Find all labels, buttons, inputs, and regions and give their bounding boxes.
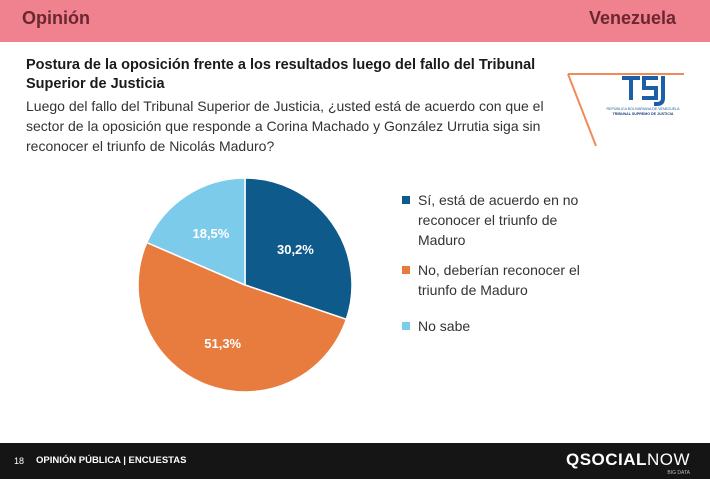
pie-label-dont-know: 18,5% (192, 226, 229, 241)
footer-bar: 18 OPINIÓN PÚBLICA | ENCUESTAS QSOCIALNO… (0, 443, 710, 479)
pie-slice-yes (244, 177, 353, 321)
pie-label-no: 51,3% (204, 336, 241, 351)
legend-item-no: No, deberían reconocer el triunfo de Mad… (402, 260, 602, 300)
legend-label-dont-know: No sabe (418, 318, 471, 334)
pie-label-yes: 30,2% (277, 242, 314, 257)
legend-label-yes: Sí, está de acuerdo en no reconocer el t… (418, 192, 579, 248)
chart-title: Postura de la oposición frente a los res… (26, 57, 536, 92)
legend-label-no: No, deberían reconocer el triunfo de Mad… (418, 262, 580, 298)
legend-swatch-no (402, 266, 410, 274)
brand-name-light: NOW (646, 450, 690, 469)
tsj-logo: REPÚBLICA BOLIVARIANA DE VENEZUELA TRIBU… (566, 70, 686, 150)
country-label: Venezuela (588, 8, 676, 28)
legend-swatch-dont-know (402, 322, 410, 330)
pie-chart: 30,2% 51,3% 18,5% (130, 170, 360, 400)
tsj-logo-icon: REPÚBLICA BOLIVARIANA DE VENEZUELA TRIBU… (567, 73, 684, 147)
section-title: Opinión (22, 8, 90, 28)
legend-item-dont-know: No sabe (402, 316, 602, 336)
legend-item-yes: Sí, está de acuerdo en no reconocer el t… (402, 190, 602, 250)
header-bar: Opinión Venezuela (0, 0, 710, 42)
pie-chart-svg: 30,2% 51,3% 18,5% (137, 177, 353, 393)
pie-slice-dont-know (145, 177, 246, 287)
survey-question: Luego del fallo del Tribunal Superior de… (26, 98, 544, 154)
brand-tag: BIG DATA (667, 470, 690, 476)
brand-name-bold: QSOCIAL (566, 450, 647, 469)
logo-line-1: REPÚBLICA BOLIVARIANA DE VENEZUELA (606, 106, 680, 111)
logo-line-2: TRIBUNAL SUPREMO DE JUSTICIA (613, 112, 674, 116)
legend-swatch-yes (402, 196, 410, 204)
page-number: 18 (14, 456, 25, 466)
brand-logo: QSOCIALNOW (566, 450, 690, 470)
chart-legend: Sí, está de acuerdo en no reconocer el t… (402, 190, 602, 346)
pie-slice-no (137, 241, 348, 393)
footer-label: OPINIÓN PÚBLICA | ENCUESTAS (36, 455, 187, 466)
